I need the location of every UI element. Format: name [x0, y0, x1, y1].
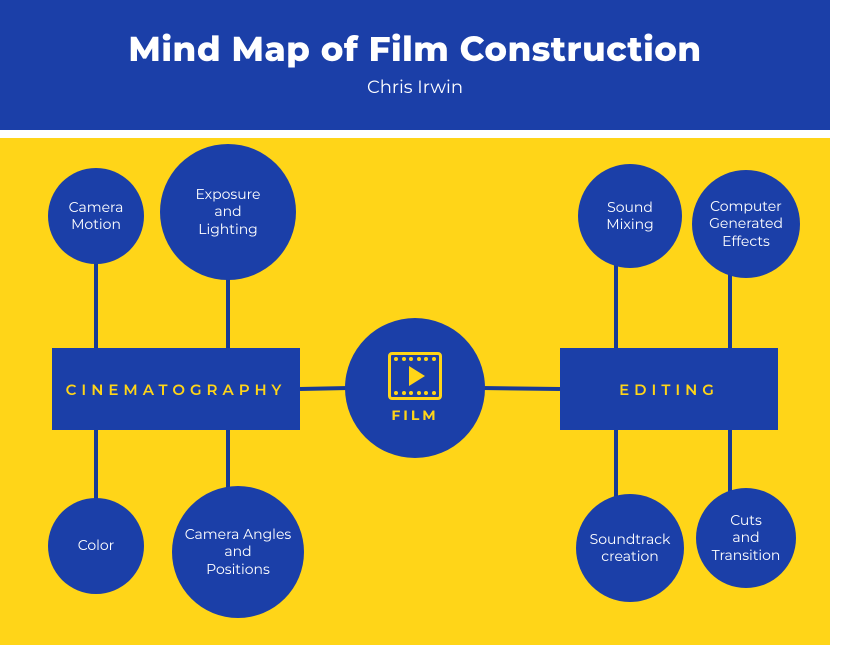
play-icon — [409, 366, 425, 386]
mindmap-body: CINEMATOGRAPHY Camera Motion Exposure and … — [0, 138, 830, 645]
leaf-label: Cuts and Transition — [712, 512, 781, 565]
leaf-soundtrack: Soundtrack creation — [576, 494, 684, 602]
page-subtitle: Chris Irwin — [0, 76, 830, 98]
branch-label: EDITING — [619, 380, 719, 399]
center-label: FILM — [391, 406, 438, 424]
film-icon — [388, 352, 442, 400]
page-title: Mind Map of Film Construction — [0, 28, 830, 70]
leaf-label: Color — [78, 537, 115, 555]
leaf-label: Soundtrack creation — [590, 531, 671, 566]
leaf-label: Camera Motion — [69, 199, 124, 234]
center-node-film: FILM — [345, 318, 485, 458]
leaf-camera-motion: Camera Motion — [48, 168, 144, 264]
leaf-cuts-transition: Cuts and Transition — [696, 488, 796, 588]
branch-cinematography: CINEMATOGRAPHY — [52, 348, 300, 430]
header: Mind Map of Film Construction Chris Irwin — [0, 0, 830, 130]
leaf-exposure-lighting: Exposure and Lighting — [160, 144, 296, 280]
leaf-cg-effects: Computer Generated Effects — [692, 170, 800, 278]
leaf-label: Computer Generated Effects — [709, 198, 783, 251]
branch-label: CINEMATOGRAPHY — [66, 380, 287, 399]
leaf-label: Exposure and Lighting — [195, 186, 260, 239]
leaf-label: Sound Mixing — [606, 199, 653, 234]
leaf-label: Camera Angles and Positions — [185, 526, 292, 579]
leaf-camera-angles: Camera Angles and Positions — [172, 486, 304, 618]
leaf-color: Color — [48, 498, 144, 594]
branch-editing: EDITING — [560, 348, 778, 430]
leaf-sound-mixing: Sound Mixing — [578, 164, 682, 268]
